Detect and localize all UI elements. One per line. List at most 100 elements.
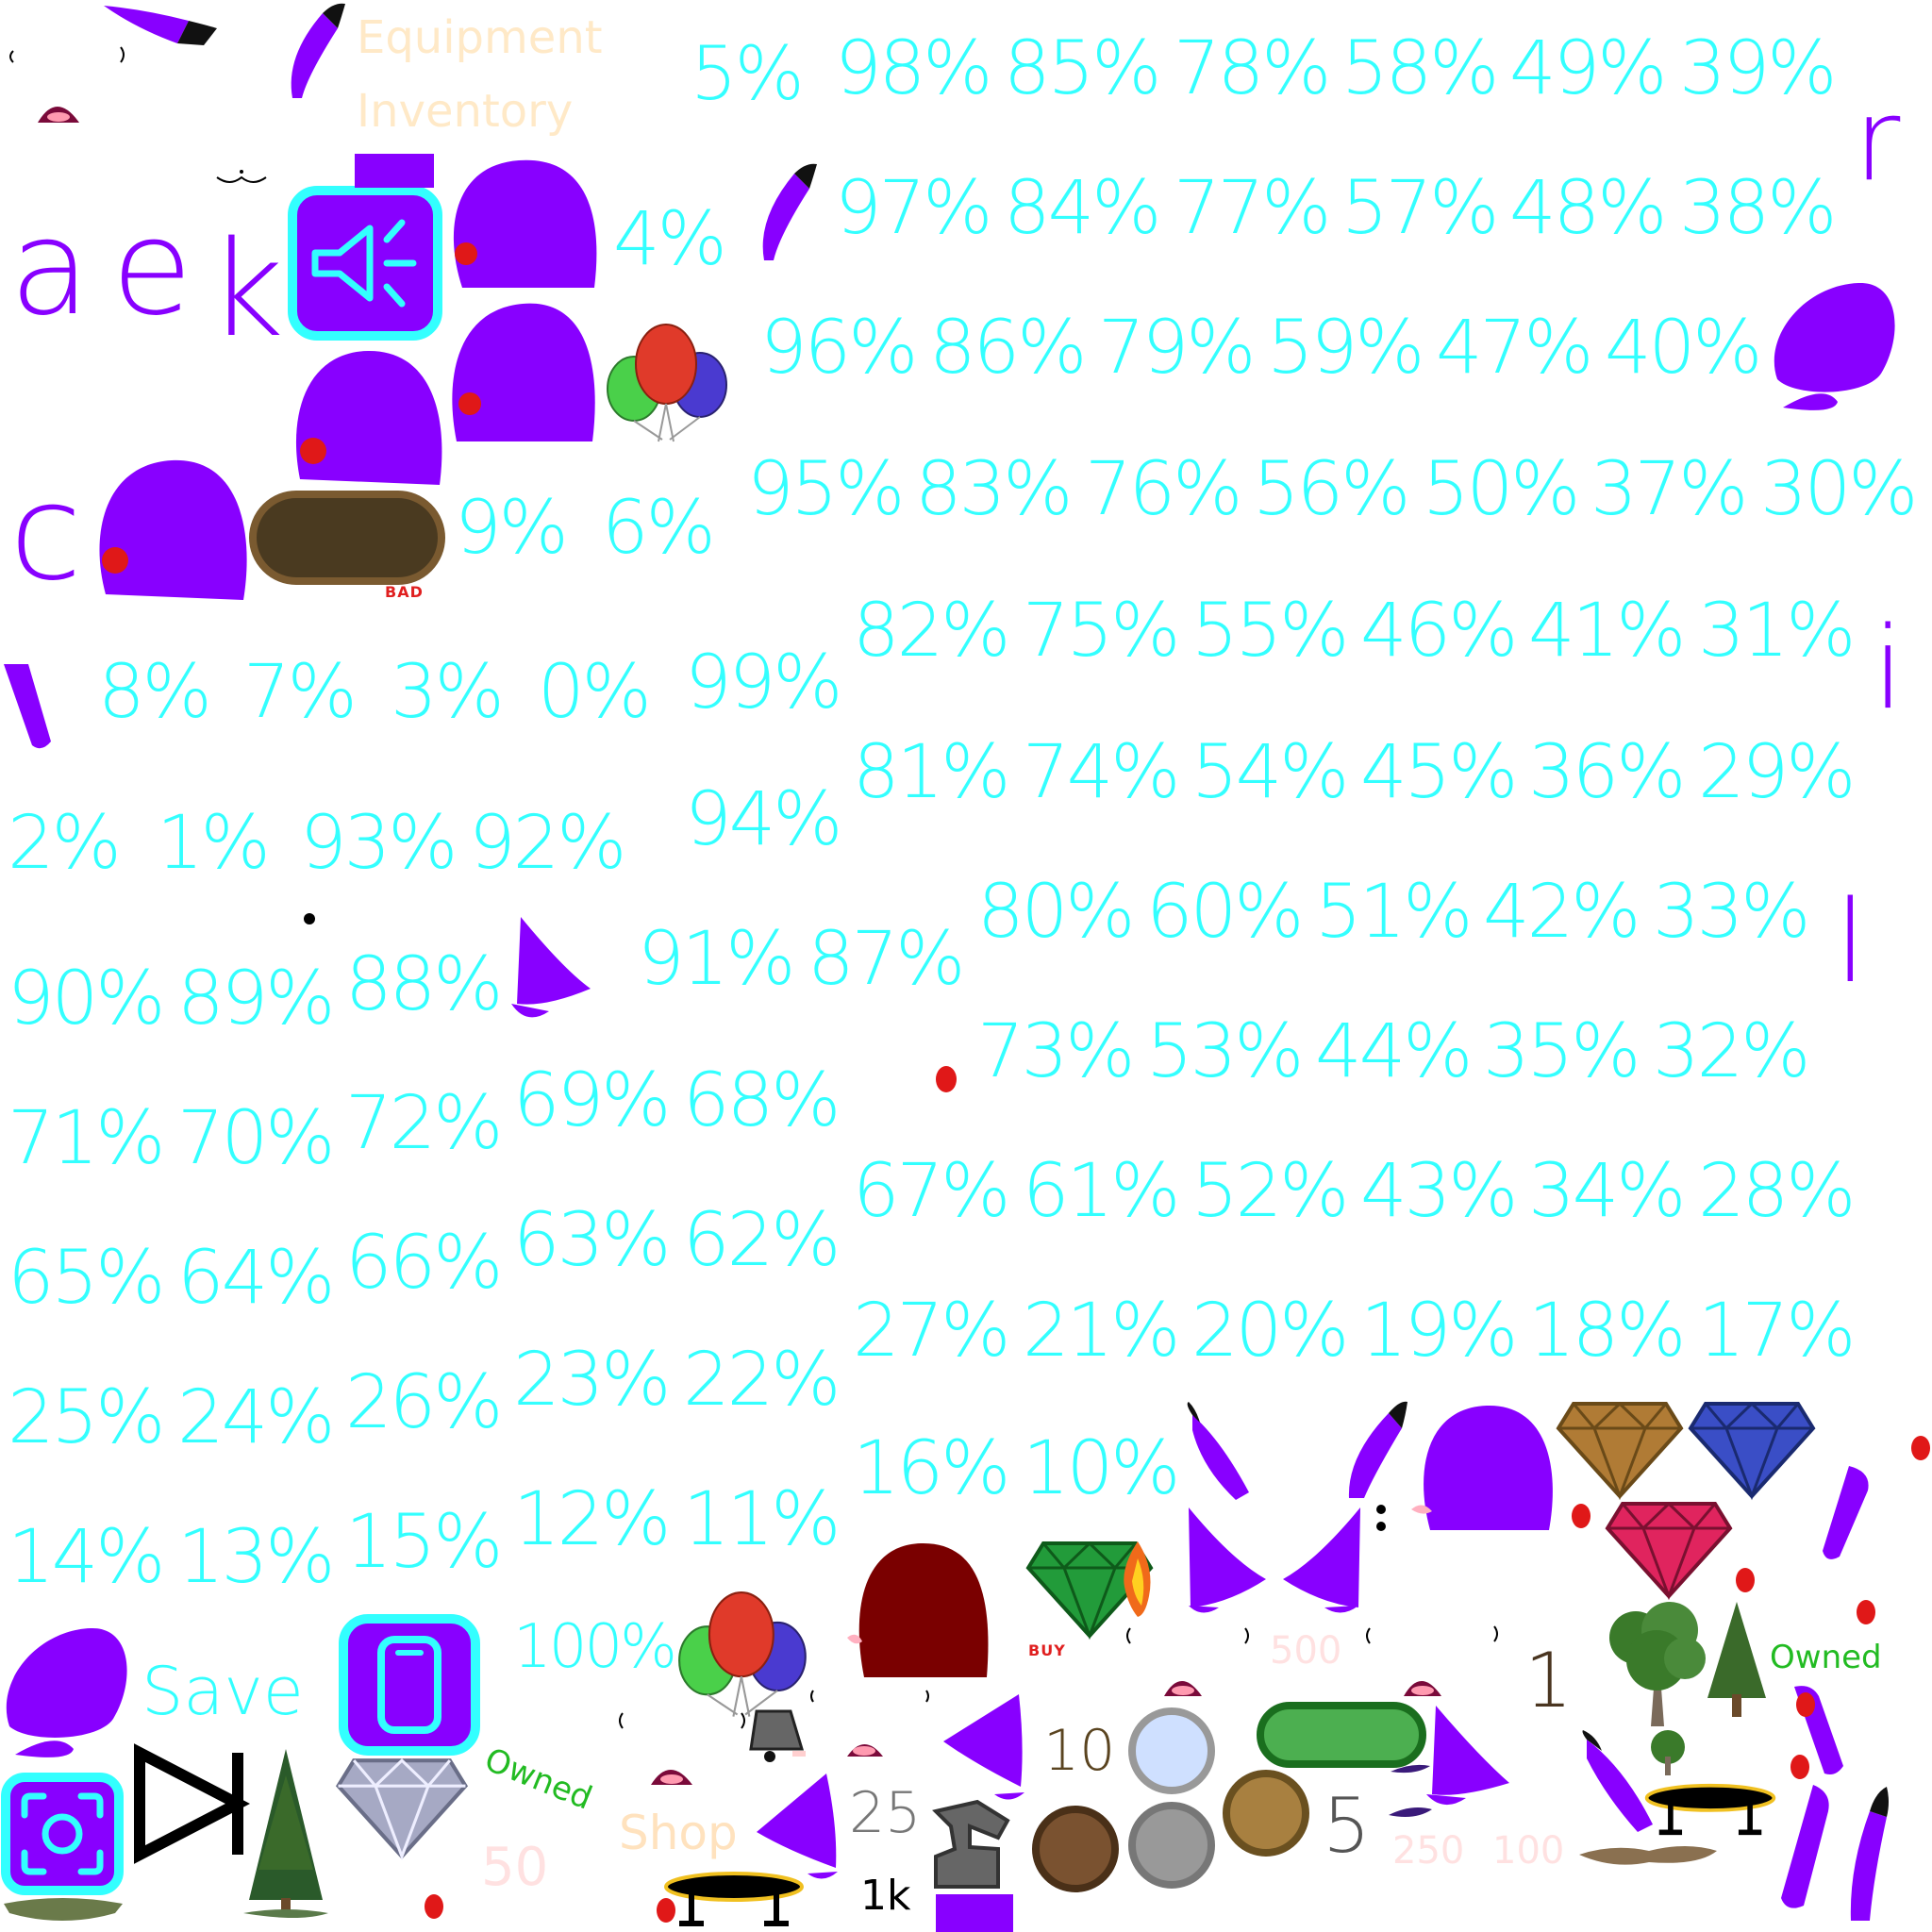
purple-head [99, 459, 247, 600]
percent-45: 45% [1360, 730, 1518, 815]
eye-dots [304, 913, 315, 924]
red-dot [425, 1894, 443, 1919]
purple-arm [4, 664, 51, 749]
diamond-white-icon[interactable] [334, 1757, 470, 1861]
percent-63: 63% [513, 1198, 671, 1283]
percent-58: 58% [1341, 26, 1499, 111]
count-5: 5 [1323, 1782, 1371, 1870]
count-10: 10 [1043, 1718, 1116, 1784]
helmet-icon [749, 1709, 806, 1762]
percent-21: 21% [1023, 1289, 1180, 1374]
green-button[interactable] [1257, 1702, 1426, 1768]
carrot-ear [1582, 1730, 1653, 1832]
percent-23: 23% [513, 1338, 671, 1423]
boot-icon[interactable] [932, 1798, 1023, 1889]
grass-island [4, 1898, 123, 1921]
diamond-blue-icon[interactable] [1687, 1400, 1817, 1501]
owned-label-1: Owned [479, 1740, 598, 1818]
purple-blob [6, 1627, 127, 1757]
percent-93: 93% [300, 801, 458, 886]
percent-60: 60% [1146, 870, 1304, 955]
percent-100: 100% [513, 1612, 677, 1682]
equipment-label[interactable]: Equipment [357, 11, 603, 64]
red-dot [1572, 1504, 1591, 1528]
count-25: 25 [849, 1780, 922, 1846]
purple-arm [1781, 1785, 1829, 1908]
percent-77: 77% [1174, 166, 1331, 251]
percent-78: 78% [1174, 26, 1331, 111]
percent-64: 64% [177, 1236, 335, 1321]
face-parts [1126, 1627, 1249, 1696]
percent-72: 72% [345, 1081, 503, 1166]
coin-icon [1128, 1707, 1215, 1794]
percent-16: 16% [853, 1426, 1010, 1511]
phone-icon[interactable] [339, 1614, 480, 1756]
bad-button[interactable] [249, 491, 445, 585]
percent-27: 27% [853, 1289, 1010, 1374]
percent-2: 2% [8, 801, 122, 886]
percent-15: 15% [345, 1500, 503, 1585]
percent-14: 14% [8, 1515, 165, 1600]
percent-37: 37% [1591, 447, 1748, 532]
pine-tree-island-icon [243, 1749, 328, 1918]
camera-icon[interactable] [1, 1773, 124, 1895]
trampoline-icon[interactable] [660, 1870, 808, 1928]
percent-33: 33% [1653, 870, 1810, 955]
percent-65: 65% [8, 1236, 165, 1321]
purple-foot [1426, 1706, 1509, 1806]
purple-head [452, 303, 595, 441]
small-mouth [216, 170, 267, 183]
red-dot [657, 1898, 675, 1923]
bowtie-icon[interactable] [132, 1743, 251, 1864]
percent-46: 46% [1360, 589, 1518, 674]
percent-51: 51% [1315, 870, 1473, 955]
percent-30: 30% [1760, 447, 1918, 532]
letter-r: r [1854, 75, 1901, 207]
percent-7: 7% [243, 650, 358, 735]
percent-25: 25% [8, 1375, 165, 1460]
percent-26: 26% [345, 1360, 503, 1445]
face-parts [810, 1690, 929, 1757]
percent-22: 22% [683, 1338, 841, 1423]
percent-87: 87% [808, 917, 965, 1002]
percent-82: 82% [853, 589, 1010, 674]
percent-85: 85% [1004, 26, 1161, 111]
percent-73: 73% [977, 1009, 1135, 1094]
percent-19: 19% [1360, 1289, 1518, 1374]
percent-38: 38% [1679, 166, 1837, 251]
percent-34: 34% [1528, 1149, 1686, 1234]
percent-28: 28% [1698, 1149, 1856, 1234]
price-500: 500 [1270, 1629, 1342, 1673]
coin-icon [1032, 1806, 1119, 1892]
speaker-icon[interactable] [288, 186, 442, 341]
percent-71: 71% [8, 1096, 165, 1181]
red-dot [1911, 1436, 1930, 1460]
price-100: 100 [1492, 1829, 1565, 1873]
shop-label[interactable]: Shop [619, 1806, 738, 1860]
percent-76: 76% [1085, 447, 1242, 532]
percent-35: 35% [1483, 1009, 1641, 1094]
small-tree-icon [1651, 1730, 1685, 1775]
inventory-label[interactable]: Inventory [357, 85, 574, 138]
purple-head-dark [847, 1542, 989, 1677]
save-label[interactable]: Save [142, 1653, 304, 1730]
price-50: 50 [481, 1837, 549, 1898]
percent-69: 69% [513, 1058, 671, 1143]
diamond-red-icon[interactable] [1604, 1500, 1734, 1601]
oak-tree-icon [1609, 1602, 1706, 1726]
eye-dots [1376, 1505, 1386, 1531]
purple-arm [1823, 1466, 1869, 1559]
trampoline-icon[interactable] [1641, 1781, 1779, 1838]
purple-foot [757, 1774, 838, 1879]
carrot-ear [762, 163, 817, 260]
tail-small [1389, 1807, 1432, 1817]
percent-92: 92% [469, 801, 626, 886]
percent-29: 29% [1698, 730, 1856, 815]
percent-9: 9% [455, 486, 569, 571]
red-dot [1736, 1568, 1755, 1592]
percent-8: 8% [98, 650, 212, 735]
percent-41: 41% [1528, 589, 1686, 674]
diamond-gold-icon[interactable] [1555, 1400, 1685, 1501]
percent-20: 20% [1191, 1289, 1349, 1374]
percent-24: 24% [177, 1375, 335, 1460]
